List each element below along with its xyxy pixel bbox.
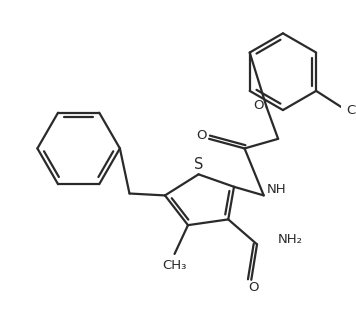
Text: O: O: [254, 99, 264, 112]
Text: CH₃: CH₃: [162, 259, 187, 272]
Text: NH: NH: [267, 183, 286, 196]
Text: Cl: Cl: [346, 104, 356, 117]
Text: S: S: [194, 157, 203, 172]
Text: O: O: [248, 281, 258, 294]
Text: NH₂: NH₂: [278, 233, 303, 246]
Text: O: O: [196, 128, 206, 141]
